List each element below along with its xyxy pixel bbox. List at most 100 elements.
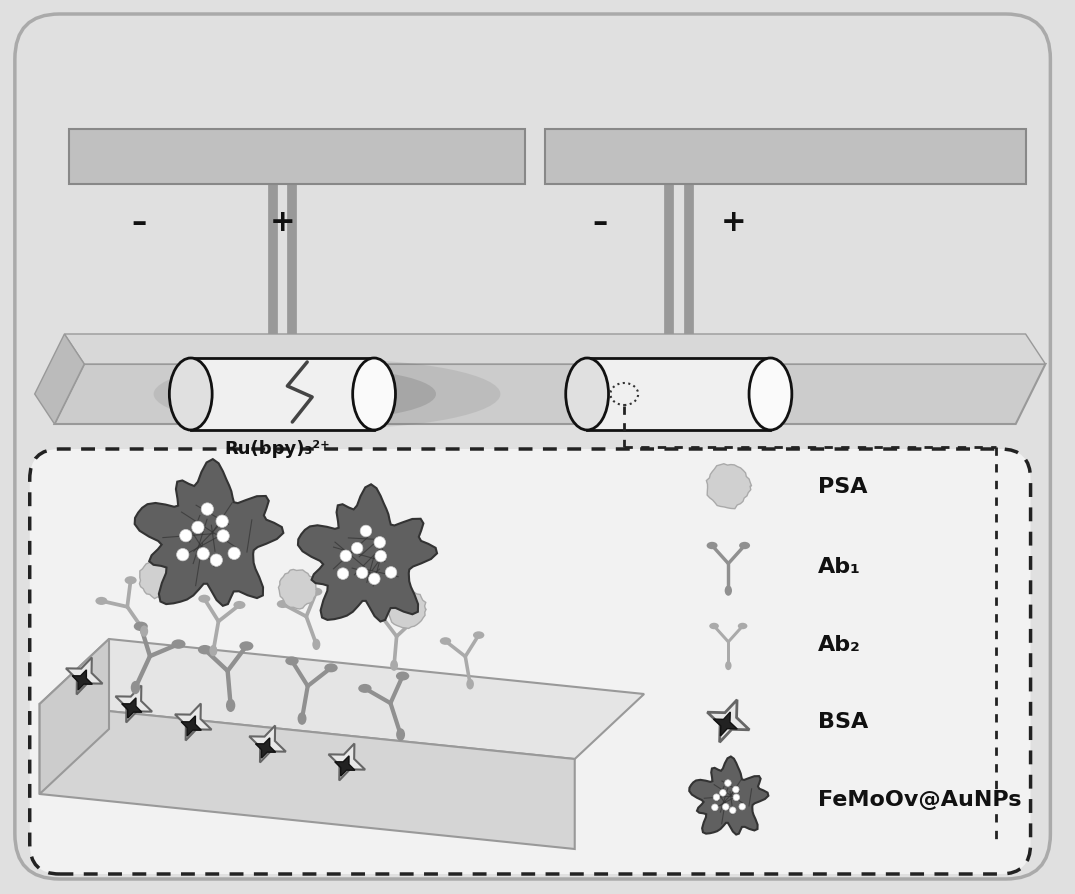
Circle shape xyxy=(385,567,397,578)
Polygon shape xyxy=(64,334,1045,365)
Polygon shape xyxy=(140,561,177,599)
Circle shape xyxy=(360,526,372,537)
Polygon shape xyxy=(66,658,102,695)
Polygon shape xyxy=(40,704,575,849)
Polygon shape xyxy=(298,485,438,622)
Ellipse shape xyxy=(240,642,254,651)
Ellipse shape xyxy=(440,637,451,645)
Ellipse shape xyxy=(285,657,299,666)
Polygon shape xyxy=(706,464,751,509)
Ellipse shape xyxy=(565,358,608,431)
Text: Ab₁: Ab₁ xyxy=(817,556,860,577)
Polygon shape xyxy=(587,358,771,431)
Circle shape xyxy=(739,804,745,810)
Polygon shape xyxy=(182,716,201,737)
Ellipse shape xyxy=(172,639,186,649)
Ellipse shape xyxy=(396,671,410,681)
Polygon shape xyxy=(689,756,769,835)
Ellipse shape xyxy=(258,375,397,414)
Circle shape xyxy=(356,568,368,579)
Polygon shape xyxy=(134,460,284,606)
FancyBboxPatch shape xyxy=(30,450,1031,874)
Circle shape xyxy=(216,516,228,527)
Circle shape xyxy=(374,537,386,549)
Polygon shape xyxy=(278,569,316,610)
Ellipse shape xyxy=(298,713,306,725)
Ellipse shape xyxy=(749,358,792,431)
Ellipse shape xyxy=(410,615,421,623)
Circle shape xyxy=(733,794,740,801)
Polygon shape xyxy=(34,334,84,425)
Ellipse shape xyxy=(353,358,396,431)
Circle shape xyxy=(352,543,363,554)
Polygon shape xyxy=(707,700,749,742)
Ellipse shape xyxy=(276,600,289,609)
Ellipse shape xyxy=(467,679,474,689)
Polygon shape xyxy=(115,686,152,722)
Ellipse shape xyxy=(96,597,108,605)
Polygon shape xyxy=(714,713,737,736)
Ellipse shape xyxy=(375,611,387,620)
Ellipse shape xyxy=(725,586,732,596)
Ellipse shape xyxy=(313,639,320,650)
Polygon shape xyxy=(256,738,275,758)
Circle shape xyxy=(719,789,727,797)
Text: –: – xyxy=(592,208,607,237)
Polygon shape xyxy=(249,726,286,763)
Polygon shape xyxy=(190,358,374,431)
Text: –: – xyxy=(131,208,146,237)
Ellipse shape xyxy=(710,623,719,629)
Ellipse shape xyxy=(726,662,732,670)
Text: FeMoOv@AuNPs: FeMoOv@AuNPs xyxy=(817,789,1021,809)
Ellipse shape xyxy=(131,681,140,695)
Polygon shape xyxy=(55,365,1045,425)
Polygon shape xyxy=(40,639,109,794)
Ellipse shape xyxy=(325,663,338,672)
Ellipse shape xyxy=(737,623,747,629)
Circle shape xyxy=(228,547,241,560)
Ellipse shape xyxy=(218,369,436,419)
Circle shape xyxy=(197,548,210,561)
Text: Ru(bpy)₃²⁺: Ru(bpy)₃²⁺ xyxy=(225,440,330,458)
Circle shape xyxy=(338,569,348,580)
Ellipse shape xyxy=(233,602,245,610)
Circle shape xyxy=(732,787,740,793)
Circle shape xyxy=(375,551,387,562)
Circle shape xyxy=(369,573,381,585)
Circle shape xyxy=(211,554,223,567)
Ellipse shape xyxy=(154,359,501,429)
Circle shape xyxy=(217,530,229,543)
Polygon shape xyxy=(387,591,426,628)
Ellipse shape xyxy=(311,588,322,596)
Ellipse shape xyxy=(706,542,718,550)
Circle shape xyxy=(340,551,352,562)
Ellipse shape xyxy=(198,645,212,654)
Polygon shape xyxy=(70,130,526,185)
Polygon shape xyxy=(545,130,1026,185)
Ellipse shape xyxy=(133,622,147,631)
Circle shape xyxy=(191,521,204,534)
Circle shape xyxy=(730,807,736,814)
Polygon shape xyxy=(334,756,355,776)
Text: +: + xyxy=(270,208,296,237)
Circle shape xyxy=(201,503,214,516)
Ellipse shape xyxy=(198,595,211,603)
Ellipse shape xyxy=(358,684,372,693)
Ellipse shape xyxy=(740,542,750,550)
Polygon shape xyxy=(121,698,142,719)
Polygon shape xyxy=(72,670,92,690)
Ellipse shape xyxy=(226,699,235,713)
Circle shape xyxy=(722,804,729,810)
Ellipse shape xyxy=(170,358,212,431)
Circle shape xyxy=(713,794,720,801)
Text: Ab₂: Ab₂ xyxy=(817,634,860,654)
Ellipse shape xyxy=(140,626,148,637)
Ellipse shape xyxy=(473,631,485,639)
Polygon shape xyxy=(40,639,644,759)
Ellipse shape xyxy=(397,729,405,741)
Circle shape xyxy=(725,780,731,787)
FancyBboxPatch shape xyxy=(15,15,1050,879)
Polygon shape xyxy=(175,704,212,740)
Circle shape xyxy=(712,804,718,811)
Ellipse shape xyxy=(125,577,137,585)
